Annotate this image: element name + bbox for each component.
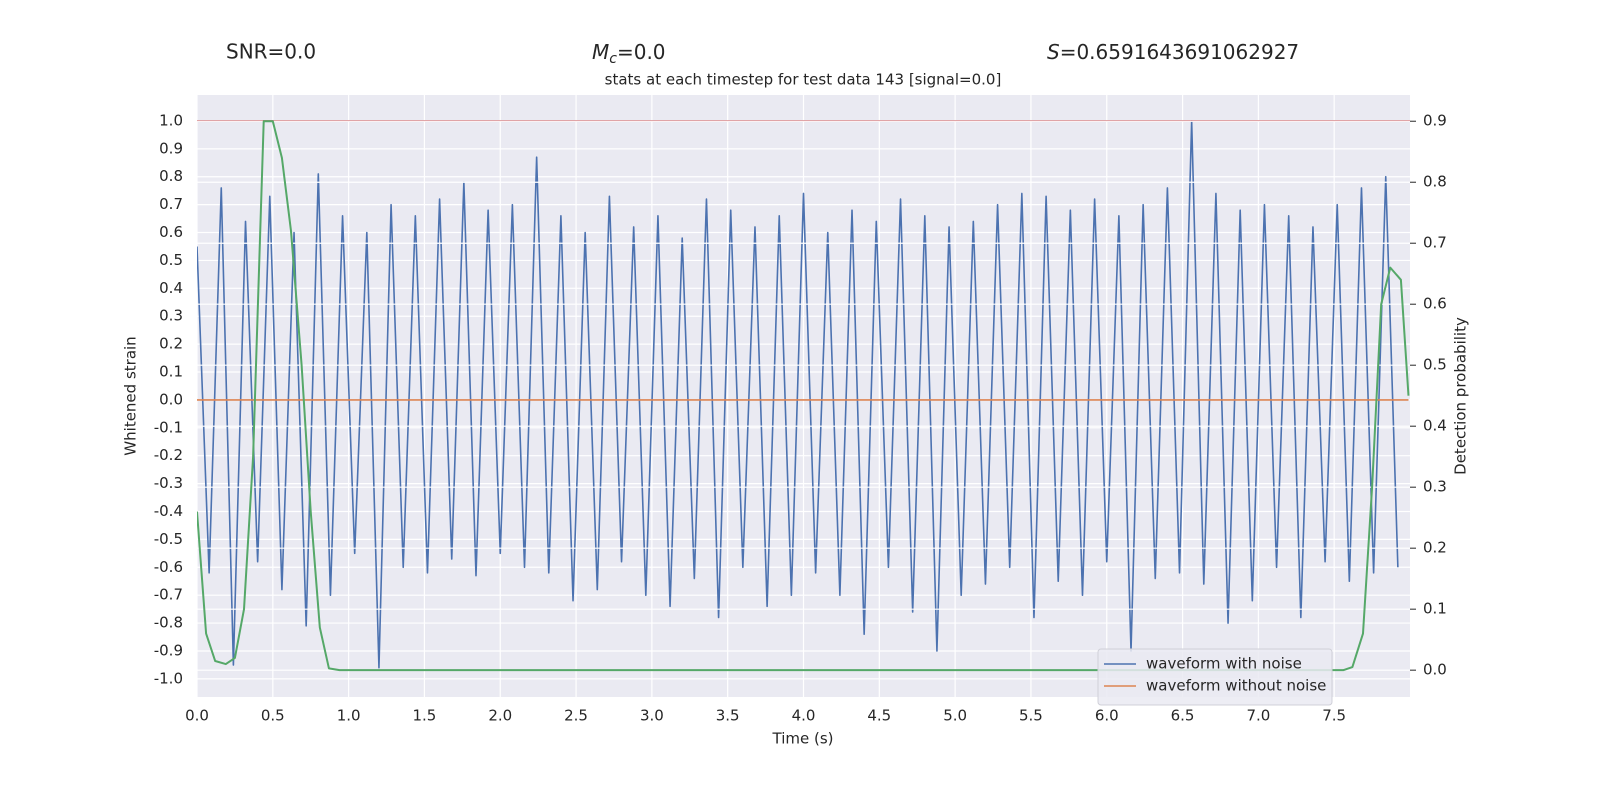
line-series bbox=[197, 120, 1410, 672]
y2-tick-label: 0.6 bbox=[1423, 295, 1447, 313]
y-tick-label: 0.3 bbox=[159, 307, 183, 325]
y-tick-label: 0.5 bbox=[159, 251, 183, 269]
y2-tick-label: 0.8 bbox=[1423, 173, 1447, 191]
y2-tick-label: 0.4 bbox=[1423, 417, 1447, 435]
y-tick-label: -0.3 bbox=[154, 474, 183, 492]
x-tick-label: 0.5 bbox=[261, 707, 285, 725]
x-tick-label: 5.5 bbox=[1019, 707, 1043, 725]
stat-mc: Mc=0.0 bbox=[592, 40, 666, 68]
y2-tick-label: 0.9 bbox=[1423, 112, 1447, 130]
x-tick-label: 3.5 bbox=[716, 707, 740, 725]
legend-box bbox=[1097, 648, 1333, 706]
y-tick-label: -0.7 bbox=[154, 586, 183, 604]
x-tick-label: 1.0 bbox=[337, 707, 361, 725]
line-series bbox=[197, 120, 1399, 669]
y-tick-label: 0.4 bbox=[159, 279, 183, 297]
y-tick-label: -1.0 bbox=[154, 669, 183, 687]
y2-axis-label: Detection probability bbox=[1452, 317, 1470, 475]
legend-label: waveform with noise bbox=[1146, 655, 1302, 673]
y-tick-label: -0.9 bbox=[154, 641, 183, 659]
x-tick-label: 7.0 bbox=[1246, 707, 1270, 725]
x-tick-label: 2.5 bbox=[564, 707, 588, 725]
y-tick-label: 0.7 bbox=[159, 195, 183, 213]
y-tick-label: 0.1 bbox=[159, 363, 183, 381]
y-tick-label: 0.6 bbox=[159, 223, 183, 241]
y-tick-label: 0.2 bbox=[159, 335, 183, 353]
y-tick-label: 0.0 bbox=[159, 390, 183, 408]
y2-tick-label: 0.1 bbox=[1423, 600, 1447, 618]
y2-tick-label: 0.5 bbox=[1423, 356, 1447, 374]
y-tick-label: -0.8 bbox=[154, 614, 183, 632]
x-tick-label: 2.0 bbox=[488, 707, 512, 725]
y2-tick-label: 0.3 bbox=[1423, 478, 1447, 496]
x-tick-label: 4.0 bbox=[792, 707, 816, 725]
y2-tick-label: 0.7 bbox=[1423, 234, 1447, 252]
x-tick-label: 0.0 bbox=[185, 707, 209, 725]
y2-tick-label: 0.0 bbox=[1423, 661, 1447, 679]
x-tick-label: 6.5 bbox=[1171, 707, 1195, 725]
x-tick-label: 7.5 bbox=[1322, 707, 1346, 725]
y-axis-label: Whitened strain bbox=[122, 336, 140, 455]
x-tick-label: 6.0 bbox=[1095, 707, 1119, 725]
y2-tick-label: 0.2 bbox=[1423, 539, 1447, 557]
x-axis-label: Time (s) bbox=[772, 730, 834, 748]
x-tick-label: 4.5 bbox=[867, 707, 891, 725]
legend-label: waveform without noise bbox=[1146, 677, 1326, 695]
y-tick-label: 1.0 bbox=[159, 111, 183, 129]
y-tick-label: 0.9 bbox=[159, 139, 183, 157]
y-tick-label: -0.4 bbox=[154, 502, 183, 520]
y-tick-label: 0.8 bbox=[159, 167, 183, 185]
y-tick-label: -0.6 bbox=[154, 558, 183, 576]
y-tick-label: -0.1 bbox=[154, 418, 183, 436]
y-tick-label: -0.5 bbox=[154, 530, 183, 548]
x-tick-label: 5.0 bbox=[943, 707, 967, 725]
stat-s: S=0.6591643691062927 bbox=[1047, 40, 1299, 64]
y-tick-label: -0.2 bbox=[154, 446, 183, 464]
chart-title: stats at each timestep for test data 143… bbox=[605, 71, 1002, 89]
stat-snr: SNR=0.0 bbox=[226, 40, 316, 64]
x-tick-label: 1.5 bbox=[413, 707, 437, 725]
x-tick-label: 3.0 bbox=[640, 707, 664, 725]
